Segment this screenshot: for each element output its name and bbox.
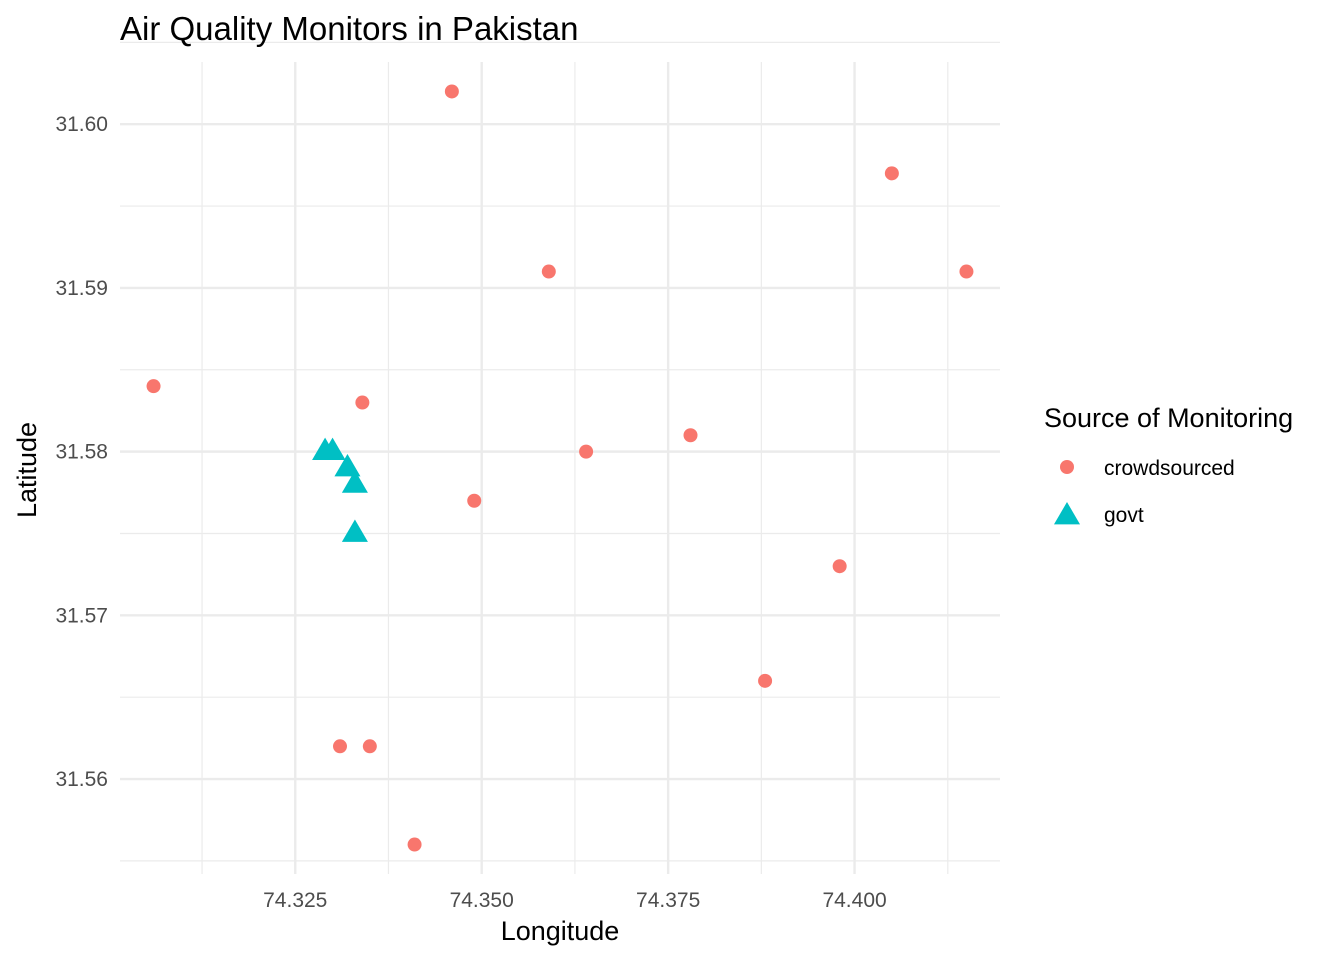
crowdsourced-point (467, 493, 482, 508)
y-tick-label: 31.60 (55, 113, 108, 136)
legend-title: Source of Monitoring (1044, 403, 1293, 433)
data-points (146, 84, 974, 852)
x-tick-label: 74.400 (822, 889, 886, 912)
crowdsourced-point (884, 166, 899, 181)
x-tick-label: 74.375 (636, 889, 700, 912)
y-tick-label: 31.56 (55, 768, 108, 791)
crowdsourced-point (541, 264, 556, 279)
crowdsourced-point (362, 739, 377, 754)
crowdsourced-point (146, 379, 161, 394)
govt-point (334, 454, 361, 477)
govt-point (341, 470, 368, 493)
crowdsourced-point (758, 673, 773, 688)
crowdsourced-point (333, 739, 347, 754)
crowdsourced-point (832, 559, 847, 574)
legend: Source of Monitoring crowdsourced govt (1044, 403, 1293, 527)
x-tick-label: 74.325 (263, 889, 327, 912)
chart-title: Air Quality Monitors in Pakistan (120, 10, 579, 47)
legend-key-govt (1053, 502, 1081, 525)
y-axis-title: Latitude (12, 422, 42, 518)
govt-point (319, 437, 346, 461)
grid-lines (120, 41, 1000, 874)
crowdsourced-point (579, 444, 594, 459)
crowdsourced-point (683, 428, 698, 443)
crowdsourced-point (444, 84, 459, 99)
crowdsourced-point (959, 264, 974, 279)
x-axis-title: Longitude (501, 916, 620, 946)
crowdsourced-point (355, 395, 370, 410)
legend-items: crowdsourced govt (1053, 457, 1235, 527)
legend-key-crowdsourced (1060, 460, 1074, 474)
y-tick-label: 31.57 (55, 604, 108, 627)
y-tick-label: 31.59 (55, 277, 108, 300)
govt-point (341, 519, 368, 542)
tick-labels: 74.325 74.350 74.375 74.400 31.56 31.57 31.58 3… (55, 113, 886, 912)
x-tick-label: 74.350 (450, 889, 514, 912)
y-tick-label: 31.58 (55, 441, 108, 464)
legend-label-crowdsourced: crowdsourced (1104, 457, 1235, 480)
legend-label-govt: govt (1104, 504, 1144, 527)
crowdsourced-point (407, 837, 422, 852)
